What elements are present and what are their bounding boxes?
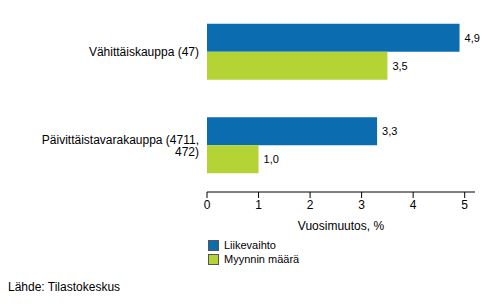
- svg-text:Vuosimuutos, %: Vuosimuutos, %: [298, 219, 385, 232]
- svg-text:4,9: 4,9: [465, 32, 480, 44]
- html-text:Lähde: Tilastokeskus: Lähde: Tilastokeskus: [8, 280, 121, 294]
- svg-text:1: 1: [255, 198, 262, 212]
- svg-text:2: 2: [307, 198, 314, 212]
- svg-text:1,0: 1,0: [264, 153, 279, 165]
- svg-text:4: 4: [410, 198, 417, 212]
- svg-text:5: 5: [461, 198, 468, 212]
- svg-text:3,5: 3,5: [392, 60, 407, 72]
- svg-text:Vähittäiskauppa (47): Vähittäiskauppa (47): [89, 45, 199, 59]
- html-text:Myynnin määrä: Myynnin määrä: [224, 253, 300, 265]
- svg-text:0: 0: [204, 198, 211, 212]
- svg-text:3: 3: [358, 198, 365, 212]
- svg-text:3,3: 3,3: [382, 125, 397, 137]
- svg-text:Päivittäistavarakauppa (4711,4: Päivittäistavarakauppa (4711,472): [42, 133, 199, 159]
- html-text:Liikevaihto: Liikevaihto: [224, 239, 276, 251]
